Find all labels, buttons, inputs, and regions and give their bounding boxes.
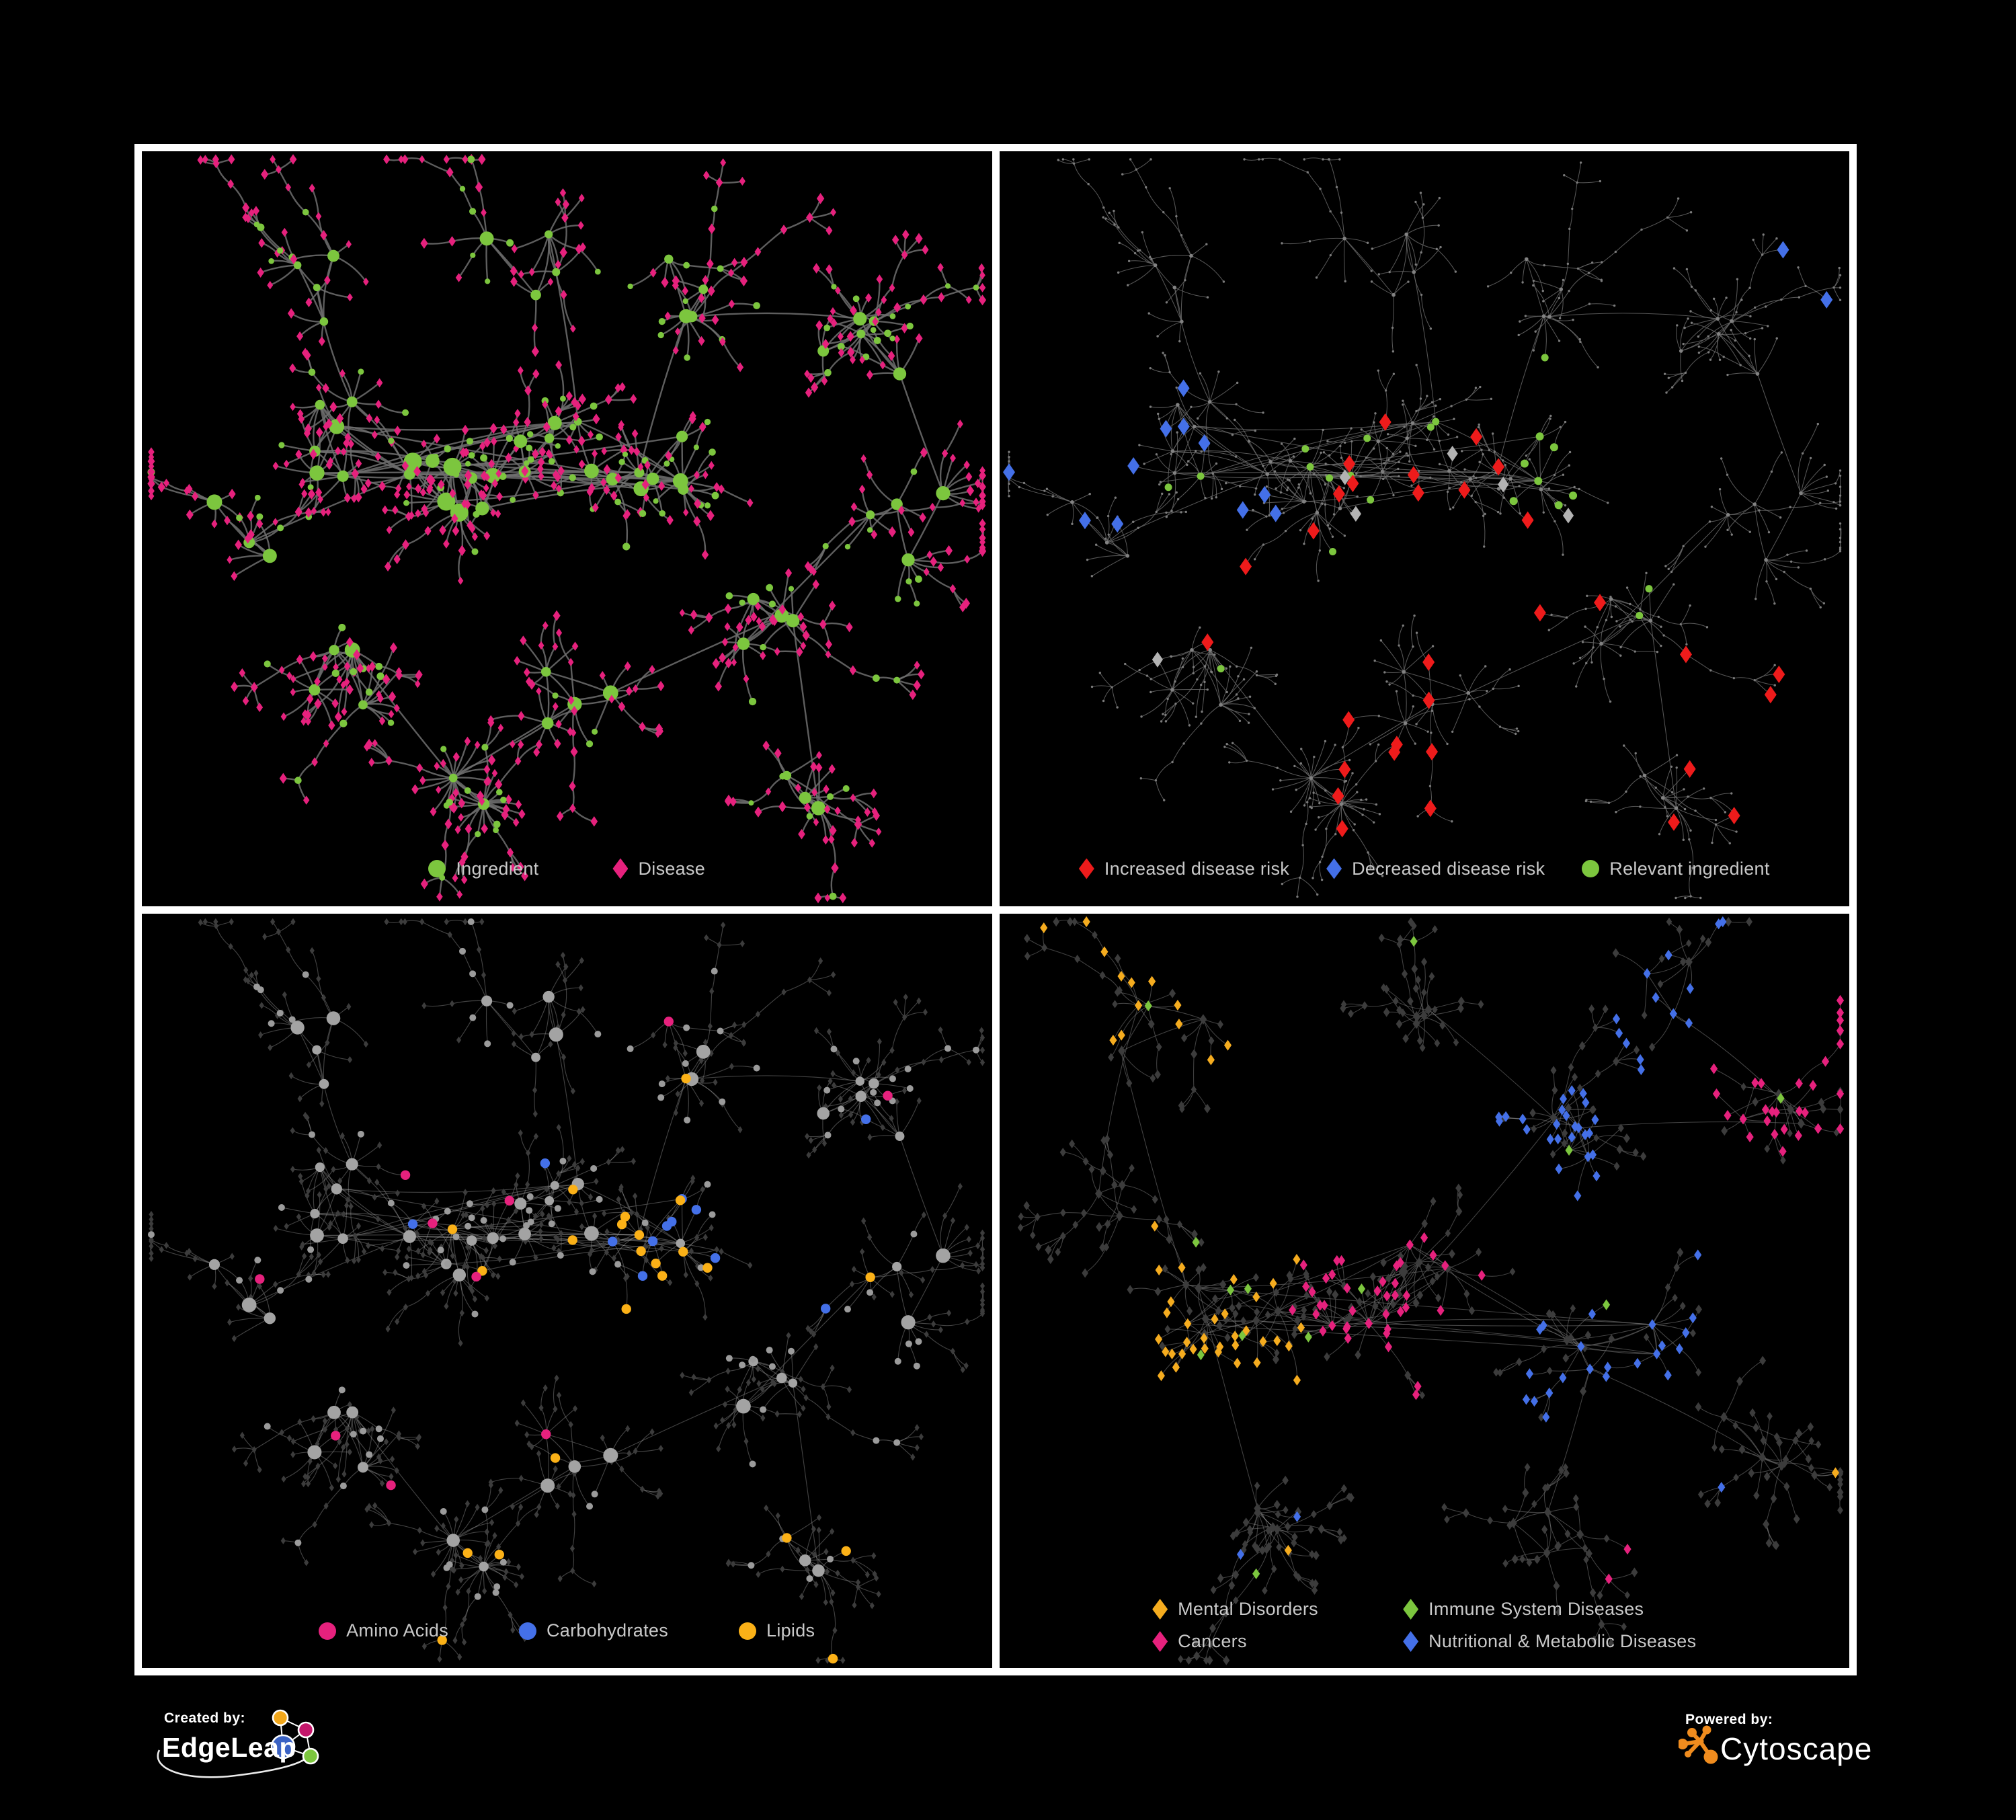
- legend-ingredient-disease: Ingredient Disease: [142, 858, 992, 879]
- edgeleap-node-blue: [270, 1734, 296, 1759]
- edgeleap-node-green: [302, 1747, 319, 1765]
- edgeleap-node-magenta: [297, 1721, 315, 1739]
- edgeleap-node-orange: [272, 1709, 289, 1727]
- diamond-marker: [612, 858, 629, 879]
- disease-classes-network-graph: [1017, 916, 1844, 1665]
- powered-by-lockup: Powered by: Cytoscape: [1679, 1706, 1907, 1801]
- cytoscape-wordmark: Cytoscape: [1720, 1731, 1873, 1766]
- diamond-marker: [1326, 858, 1342, 879]
- circle-marker: [739, 1622, 756, 1640]
- ingredient-disease-network-graph: [147, 153, 987, 904]
- legend-item-increased-disease-risk: Increased disease risk: [1078, 858, 1290, 879]
- edgeleap-swoosh: [157, 1748, 315, 1778]
- diamond-marker: [1403, 1599, 1419, 1620]
- legend-item-decreased-disease-risk: Decreased disease risk: [1326, 858, 1545, 879]
- diamond-marker: [1152, 1631, 1168, 1652]
- legend-label: Decreased disease risk: [1352, 858, 1545, 879]
- legend-item-lipids: Lipids: [739, 1620, 815, 1641]
- circle-marker: [319, 1622, 337, 1640]
- legend-item-relevant-ingredient: Relevant ingredient: [1582, 859, 1769, 879]
- nutrient-classes-network-graph: [147, 918, 985, 1664]
- legend-nutrient-classes: Amino Acids Carbohydrates Lipids: [142, 1620, 992, 1641]
- legend-label: Disease: [638, 858, 706, 879]
- legend-label: Amino Acids: [346, 1620, 448, 1640]
- legend-disease-risk: Increased disease risk Decreased disease …: [1000, 858, 1850, 879]
- legend-item-ingredient: Ingredient: [428, 859, 538, 879]
- legend-item-cancers: Cancers: [1152, 1631, 1403, 1652]
- panel-nutrient-classes: Amino Acids Carbohydrates Lipids: [142, 913, 992, 1668]
- edgeleap-network-nodes: [270, 1709, 319, 1765]
- legend-item-nutritional-metabolic-diseases: Nutritional & Metabolic Diseases: [1403, 1631, 1696, 1652]
- diamond-marker: [1078, 858, 1094, 879]
- circle-marker: [519, 1622, 536, 1640]
- legend-label: Carbohydrates: [547, 1620, 668, 1640]
- legend-item-carbohydrates: Carbohydrates: [519, 1620, 668, 1641]
- legend-label: Ingredient: [456, 858, 539, 879]
- cytoscape-icon-nodes: [1679, 1725, 1718, 1764]
- legend-label: Lipids: [766, 1620, 815, 1640]
- diamond-marker: [1152, 1599, 1168, 1620]
- legend-disease-classes: Mental Disorders Immune System Diseases Ca…: [1152, 1599, 1696, 1652]
- legend-item-amino-acids: Amino Acids: [319, 1620, 448, 1641]
- legend-item-mental-disorders: Mental Disorders: [1152, 1599, 1403, 1620]
- powered-by-label: Powered by:: [1685, 1712, 1773, 1727]
- legend-label: Cancers: [1178, 1631, 1247, 1651]
- legend-label: Immune System Diseases: [1428, 1599, 1644, 1619]
- disease-risk-network-graph: [1002, 157, 1841, 900]
- legend-item-disease: Disease: [612, 858, 706, 879]
- legend-label: Increased disease risk: [1104, 858, 1290, 879]
- panel-disease-classes: Mental Disorders Immune System Diseases Ca…: [999, 913, 1849, 1668]
- circle-marker: [428, 860, 446, 877]
- diamond-marker: [1403, 1631, 1419, 1652]
- edgeleap-logo: [157, 1709, 319, 1778]
- figure-grid: Ingredient Disease Increased disease risk…: [134, 144, 1857, 1675]
- legend-label: Relevant ingredient: [1609, 858, 1770, 879]
- circle-marker: [1582, 860, 1600, 877]
- panel-disease-risk: Increased disease risk Decreased disease …: [999, 151, 1850, 906]
- created-by-lockup: Created by: EdgeLeap: [148, 1702, 383, 1810]
- edgeleap-wordmark: EdgeLeap: [162, 1732, 296, 1763]
- panel-ingredient-disease: Ingredient Disease: [142, 151, 992, 906]
- created-by-label: Created by:: [164, 1710, 246, 1726]
- cytoscape-logo-icon: [1679, 1725, 1718, 1764]
- legend-item-immune-system-diseases: Immune System Diseases: [1403, 1599, 1696, 1620]
- legend-label: Nutritional & Metabolic Diseases: [1428, 1631, 1697, 1651]
- legend-label: Mental Disorders: [1178, 1599, 1318, 1619]
